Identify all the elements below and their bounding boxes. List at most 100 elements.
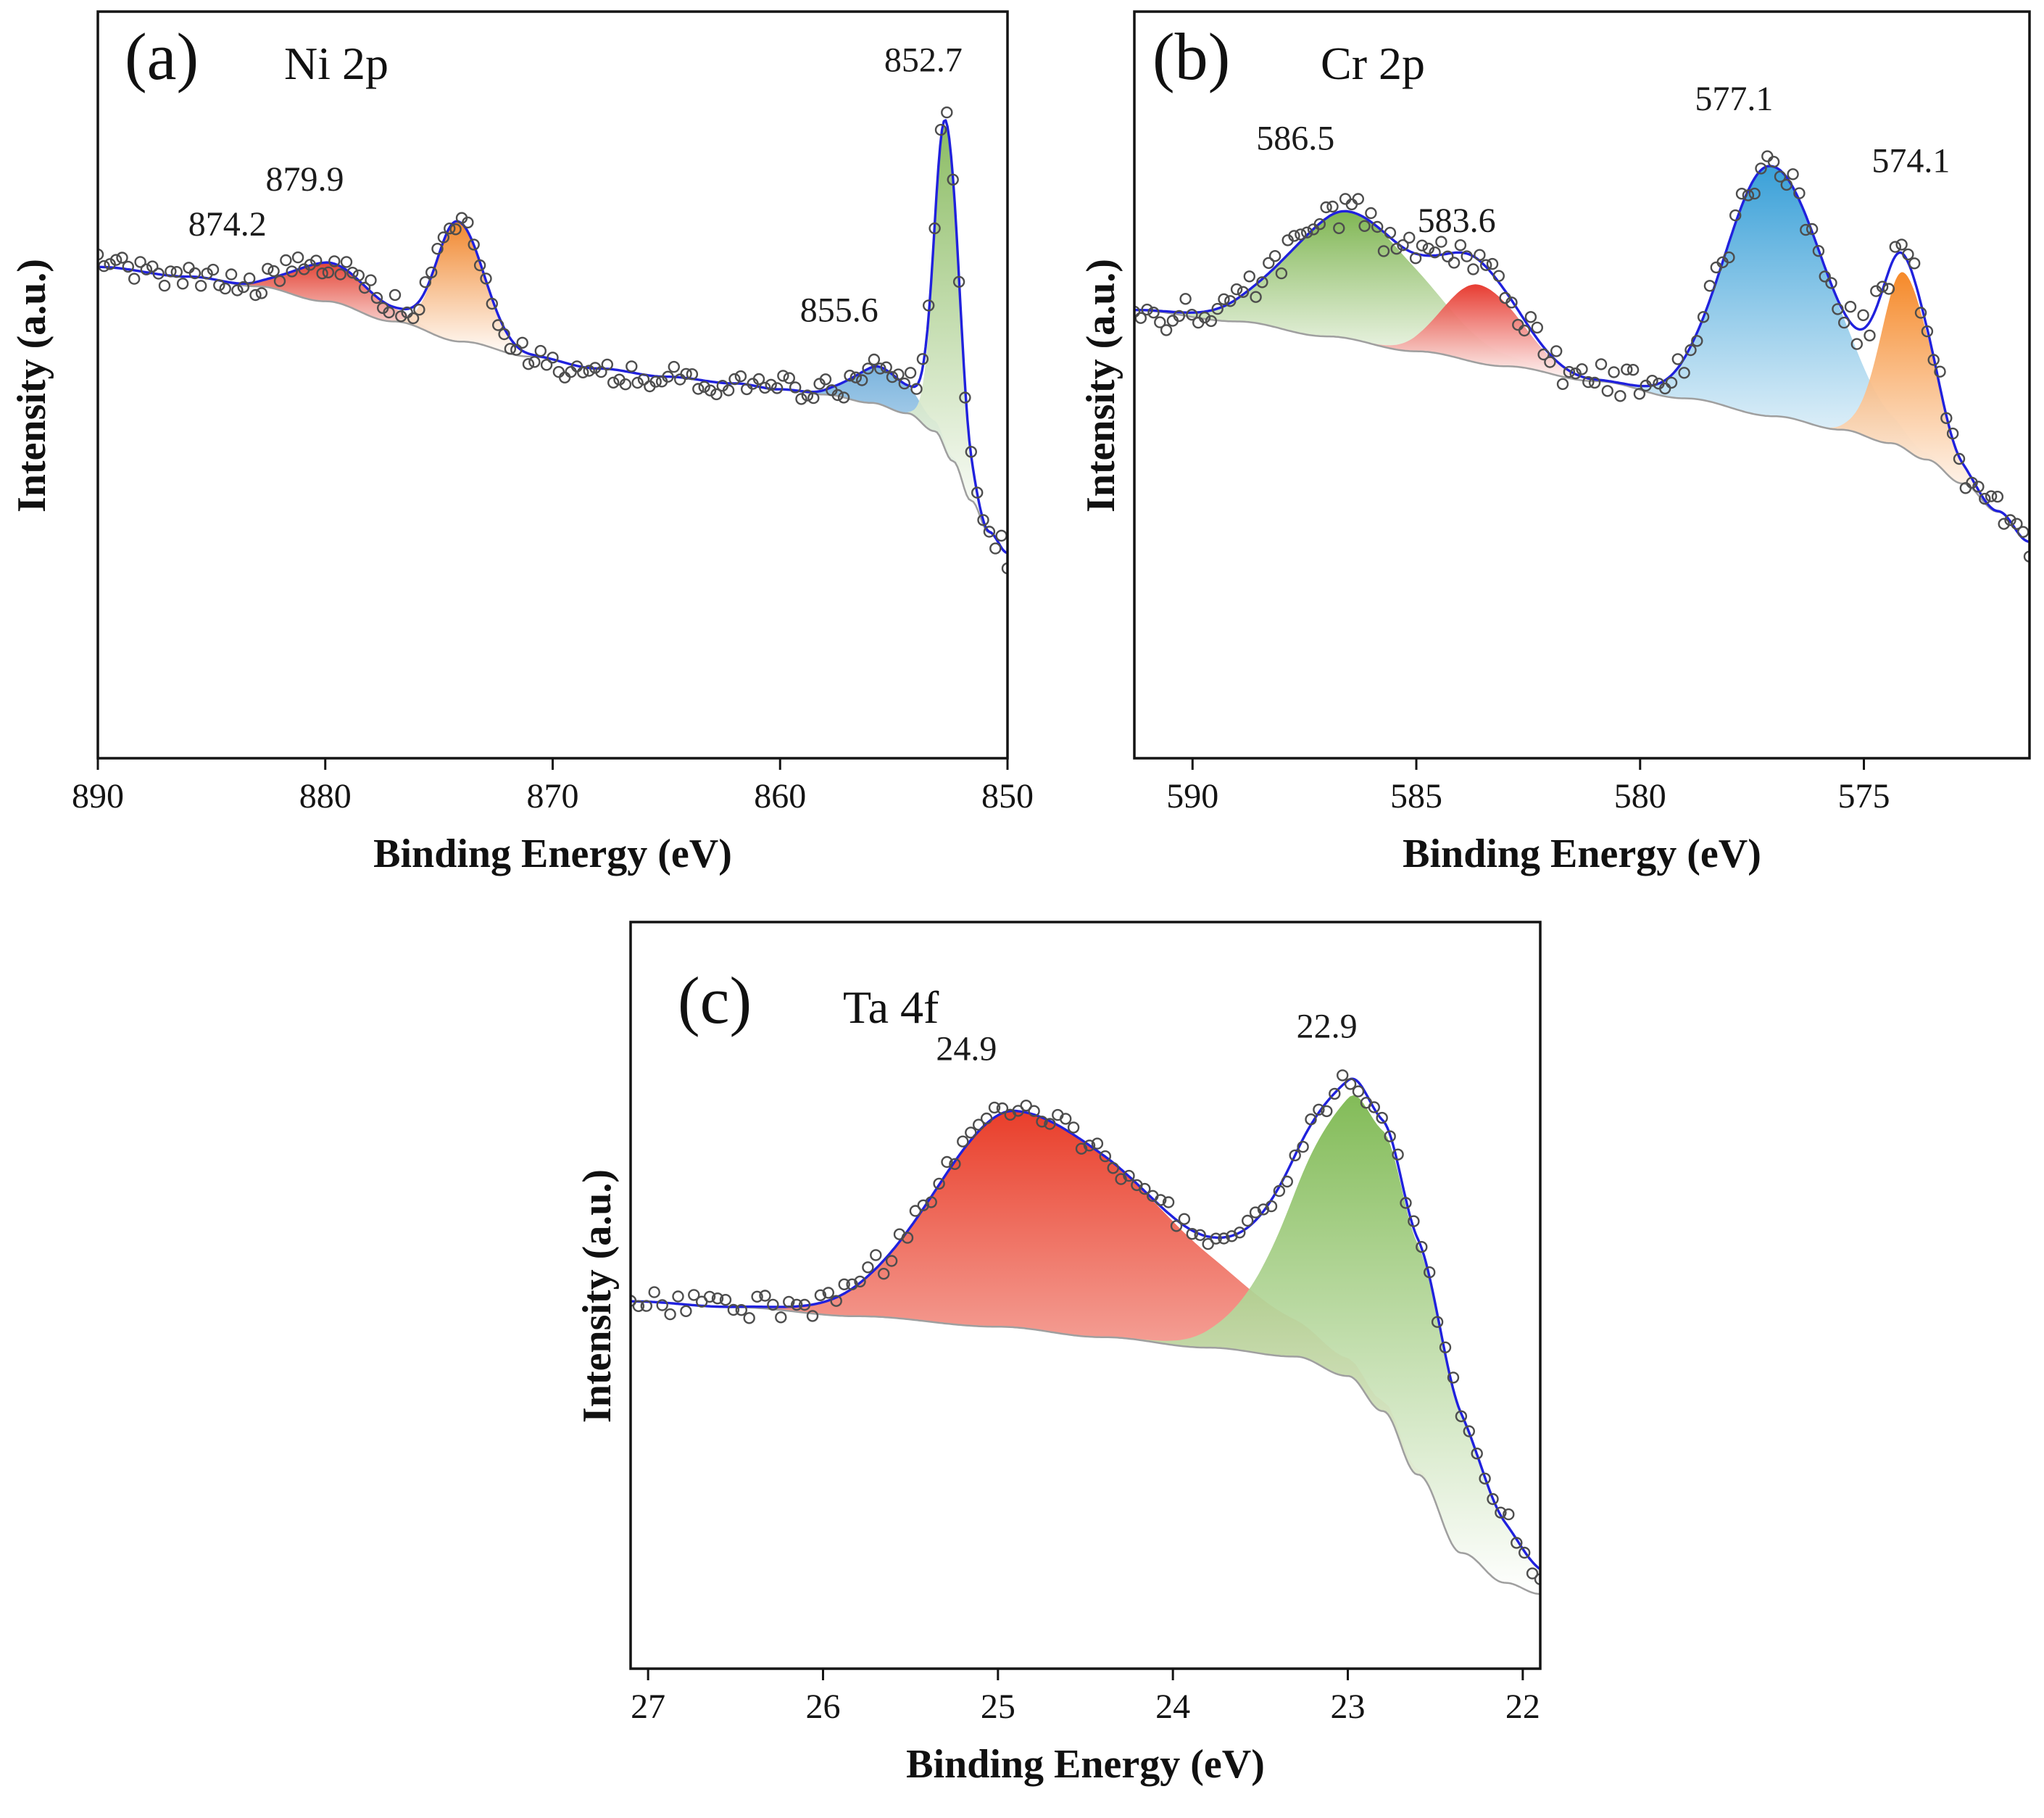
- data-point: [983, 526, 996, 538]
- data-point: [1036, 1116, 1048, 1128]
- peak-label: 577.1: [1695, 80, 1773, 118]
- data-point: [1326, 200, 1339, 213]
- data-point: [201, 267, 213, 280]
- data-point: [389, 289, 402, 302]
- data-point: [1544, 356, 1556, 368]
- data-point: [1837, 316, 1850, 329]
- data-point: [510, 344, 523, 356]
- data-point: [1257, 1203, 1270, 1216]
- data-point: [928, 222, 941, 235]
- data-point: [1787, 168, 1799, 180]
- data-point: [1870, 285, 1882, 297]
- data-point: [775, 1311, 787, 1324]
- data-point: [1044, 1118, 1056, 1130]
- data-point: [255, 287, 268, 299]
- data-point: [878, 1268, 890, 1280]
- data-point: [886, 370, 899, 383]
- data-point: [664, 1308, 676, 1321]
- data-point: [770, 382, 784, 394]
- data-point: [971, 486, 984, 499]
- data-point: [589, 362, 602, 374]
- data-point: [980, 1112, 993, 1125]
- data-point: [822, 1287, 834, 1299]
- data-point: [1243, 270, 1256, 283]
- data-point: [237, 281, 249, 294]
- data-point: [870, 1249, 882, 1261]
- data-point: [1170, 1220, 1183, 1232]
- data-point: [716, 380, 728, 392]
- data-point: [741, 383, 753, 396]
- data-point: [791, 1298, 803, 1311]
- data-point: [656, 1299, 668, 1311]
- data-point: [1761, 150, 1774, 162]
- data-point: [995, 529, 1008, 542]
- data-point: [1192, 316, 1205, 329]
- data-point: [1205, 315, 1218, 328]
- data-point: [601, 358, 613, 371]
- data-point: [134, 256, 146, 268]
- data-point: [1307, 223, 1320, 236]
- peak-fill: [734, 1111, 1536, 1594]
- data-point: [1004, 1108, 1016, 1121]
- panel-c-ta4f: 27 26 25 24 23 22 24.9 22.9 (c) Ta 4f Binding E…: [575, 915, 1547, 1818]
- data-point: [1979, 492, 1991, 505]
- tick-label: 27: [631, 1688, 665, 1726]
- peak-label: 583.6: [1418, 202, 1496, 240]
- data-point: [1250, 291, 1262, 303]
- data-point: [1210, 1232, 1222, 1245]
- data-point: [1953, 452, 1966, 465]
- data-point: [1431, 1316, 1444, 1328]
- data-point: [370, 291, 383, 304]
- data-point: [395, 310, 407, 323]
- peak-fill: [1137, 211, 1600, 381]
- data-point: [1297, 1140, 1309, 1153]
- data-point: [934, 123, 947, 136]
- data-point: [401, 306, 413, 319]
- data-point: [1703, 280, 1716, 292]
- data-point: [1268, 250, 1281, 262]
- data-point: [1360, 1097, 1373, 1109]
- data-point: [631, 376, 644, 389]
- data-point: [1115, 1173, 1127, 1185]
- data-point: [1141, 303, 1153, 316]
- peak-label: 586.5: [1256, 120, 1334, 158]
- data-point: [989, 542, 1002, 555]
- data-point: [1697, 311, 1710, 323]
- data-point: [249, 289, 262, 302]
- data-point: [996, 1102, 1009, 1115]
- data-point: [947, 173, 959, 186]
- data-point: [140, 263, 153, 275]
- data-point: [626, 360, 638, 373]
- data-point: [1435, 236, 1447, 248]
- data-point: [1511, 1537, 1523, 1549]
- data-point: [698, 381, 710, 393]
- envelope-line: [1134, 165, 2030, 543]
- data-point: [1166, 315, 1179, 327]
- tick-label: 590: [1166, 777, 1218, 815]
- data-point: [1998, 518, 2010, 530]
- panel-a-plot-canvas: 890 880 870 860 850 879.9 874.2 855.6 852.7: [72, 10, 1034, 815]
- data-point: [1729, 209, 1742, 222]
- data-point: [1397, 239, 1409, 252]
- data-point: [504, 343, 517, 355]
- data-point: [340, 256, 353, 268]
- data-point: [1237, 286, 1250, 298]
- data-point: [977, 514, 989, 526]
- data-point: [207, 263, 220, 276]
- data-point: [1895, 238, 1908, 251]
- data-point: [965, 1126, 977, 1139]
- data-point: [1020, 1100, 1032, 1112]
- data-point: [577, 366, 589, 378]
- data-point: [1503, 1508, 1515, 1521]
- data-point: [1416, 1241, 1428, 1253]
- data-point: [1850, 338, 1864, 350]
- plot-area: [97, 106, 1008, 575]
- panel-c-title: Ta 4f: [843, 981, 939, 1033]
- data-point: [668, 360, 680, 373]
- peak-fill: [1132, 1095, 1540, 1594]
- axis-frame: [1133, 10, 2031, 760]
- data-point: [1471, 1448, 1483, 1460]
- data-point: [122, 260, 135, 273]
- panel-a-letter: (a): [125, 20, 199, 94]
- data-point: [1249, 1206, 1262, 1219]
